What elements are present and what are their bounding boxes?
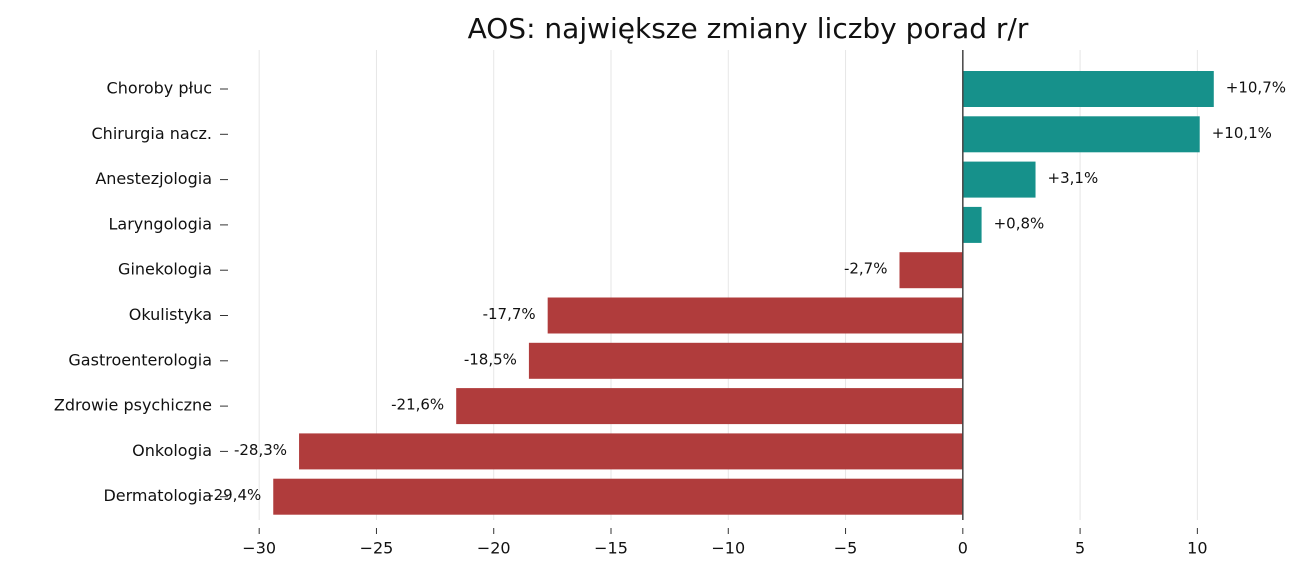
- y-tick-label: Okulistyka: [129, 305, 212, 324]
- value-label: +10,7%: [1226, 79, 1286, 97]
- bar: [899, 252, 963, 289]
- x-tick-label: −15: [594, 539, 628, 558]
- x-tick-label: −5: [834, 539, 858, 558]
- value-label: +10,1%: [1212, 124, 1272, 142]
- y-tick-label: Anestezjologia: [95, 169, 212, 188]
- y-tick-label: Zdrowie psychiczne: [54, 396, 212, 415]
- bar: [528, 342, 963, 379]
- x-tick-label: −25: [360, 539, 394, 558]
- value-label: -28,3%: [234, 441, 287, 459]
- value-label: -17,7%: [483, 305, 536, 323]
- y-tick-label: Gastroenterologia: [68, 350, 212, 369]
- y-tick-label: Chirurgia nacz.: [92, 124, 213, 143]
- bar: [962, 161, 1036, 198]
- x-tick-label: −10: [711, 539, 745, 558]
- value-label: -21,6%: [391, 396, 444, 414]
- value-label: -2,7%: [844, 260, 888, 278]
- bar: [962, 116, 1200, 153]
- bar: [273, 478, 963, 515]
- x-tick-label: 10: [1187, 539, 1207, 558]
- x-tick-label: 5: [1075, 539, 1085, 558]
- chart-title: AOS: największe zmiany liczby porad r/r: [468, 12, 1029, 45]
- value-label: +3,1%: [1048, 169, 1099, 187]
- bar: [962, 71, 1214, 107]
- bar: [299, 433, 963, 470]
- y-tick-label: Onkologia: [132, 441, 212, 460]
- x-tick-label: 0: [958, 539, 968, 558]
- value-label: -29,4%: [208, 486, 261, 504]
- y-tick-label: Laryngologia: [109, 214, 213, 233]
- x-tick-label: −20: [477, 539, 511, 558]
- y-tick-label: Dermatologia: [103, 486, 212, 505]
- value-label: -18,5%: [464, 350, 517, 368]
- y-tick-label: Choroby płuc: [107, 79, 212, 98]
- y-tick-label: Ginekologia: [118, 260, 212, 279]
- x-tick-label: −30: [242, 539, 276, 558]
- bar: [962, 206, 982, 243]
- value-label: +0,8%: [994, 214, 1045, 232]
- bar: [547, 297, 963, 334]
- bar: [456, 388, 963, 425]
